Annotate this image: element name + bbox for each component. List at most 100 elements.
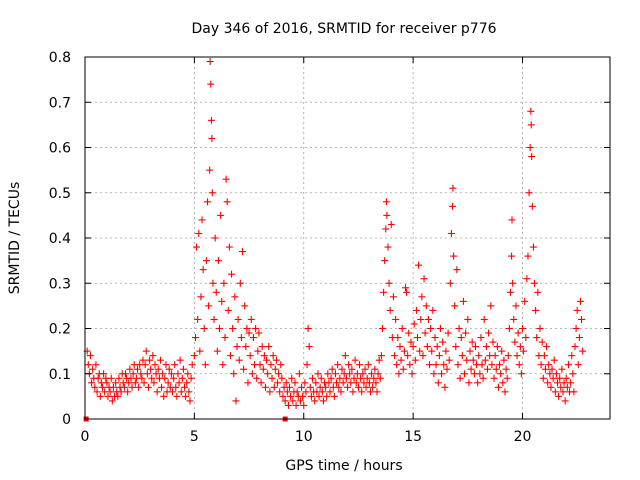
data-point	[134, 365, 141, 373]
data-point	[239, 248, 246, 256]
data-point	[357, 374, 365, 382]
data-point	[322, 383, 330, 391]
data-point	[86, 352, 94, 360]
data-point	[420, 275, 428, 283]
data-point	[499, 379, 507, 387]
data-point	[487, 302, 495, 310]
data-point	[283, 388, 291, 396]
data-point	[185, 388, 193, 396]
data-point	[184, 370, 192, 378]
data-point	[91, 383, 99, 391]
data-point	[559, 388, 567, 396]
data-point	[177, 388, 185, 396]
data-point	[235, 356, 243, 364]
data-point	[162, 361, 170, 369]
data-point	[384, 243, 392, 251]
data-point	[393, 361, 401, 369]
data-point	[415, 261, 423, 269]
data-point	[471, 343, 479, 351]
data-point	[429, 306, 437, 314]
data-point	[156, 356, 164, 364]
y-tick-label: 0.2	[49, 322, 71, 338]
data-point	[370, 374, 378, 382]
data-point	[135, 383, 143, 391]
data-point	[269, 352, 277, 360]
data-point	[572, 325, 580, 332]
data-point	[153, 388, 161, 396]
data-point	[284, 401, 292, 409]
data-point	[126, 365, 134, 373]
y-tick-label: 0.5	[49, 186, 71, 202]
data-point	[243, 325, 251, 332]
data-point	[490, 374, 498, 382]
data-point	[445, 356, 453, 364]
data-point	[567, 379, 575, 387]
data-point	[421, 329, 429, 337]
data-point	[544, 379, 552, 387]
data-point	[508, 252, 516, 260]
data-point	[387, 220, 395, 228]
data-point	[488, 361, 496, 369]
data-point	[181, 383, 189, 391]
data-point	[150, 379, 158, 387]
data-point	[209, 279, 217, 287]
data-point	[173, 392, 181, 400]
data-point	[216, 325, 224, 332]
data-point	[454, 361, 462, 369]
data-point	[108, 397, 116, 405]
data-point	[528, 202, 536, 210]
data-point	[438, 370, 446, 378]
data-point	[103, 379, 111, 387]
data-point	[204, 198, 211, 206]
data-point	[99, 383, 106, 391]
data-point	[571, 343, 579, 351]
data-point	[502, 365, 510, 373]
data-point	[140, 379, 148, 387]
data-point	[304, 325, 312, 332]
data-point	[267, 361, 275, 369]
data-points	[83, 58, 587, 422]
data-point	[311, 397, 319, 405]
y-axis-label: SRMTID / TECUs	[7, 182, 23, 295]
data-point	[234, 315, 242, 323]
data-point	[549, 374, 557, 382]
data-point	[574, 361, 582, 369]
data-point	[503, 374, 511, 382]
data-point	[182, 392, 190, 400]
data-point	[515, 361, 523, 369]
data-point	[121, 370, 129, 378]
data-point	[314, 370, 322, 378]
data-point	[307, 392, 315, 400]
data-point	[337, 388, 345, 396]
data-point	[467, 365, 475, 373]
data-point	[554, 379, 561, 387]
data-point	[560, 379, 568, 387]
data-point	[327, 374, 335, 382]
data-point	[352, 379, 360, 387]
data-point	[456, 374, 464, 382]
data-point	[354, 383, 362, 391]
data-point	[411, 356, 419, 364]
data-point	[536, 325, 544, 332]
data-point	[342, 374, 350, 382]
data-point	[301, 379, 309, 387]
data-point	[396, 343, 404, 351]
data-point	[292, 401, 300, 409]
data-point	[230, 370, 238, 378]
data-point	[232, 397, 240, 405]
data-point	[231, 293, 239, 301]
data-point	[164, 379, 172, 387]
data-point	[188, 361, 196, 369]
data-point	[379, 325, 386, 332]
x-axis-label: GPS time / hours	[285, 458, 402, 474]
data-point	[395, 370, 403, 378]
data-point	[511, 338, 519, 346]
data-point	[561, 397, 569, 405]
data-point	[226, 352, 234, 360]
data-point	[386, 306, 394, 314]
data-point	[139, 356, 147, 364]
data-point	[172, 383, 180, 391]
data-point	[514, 329, 522, 337]
data-point	[137, 370, 145, 378]
data-point	[270, 383, 278, 391]
